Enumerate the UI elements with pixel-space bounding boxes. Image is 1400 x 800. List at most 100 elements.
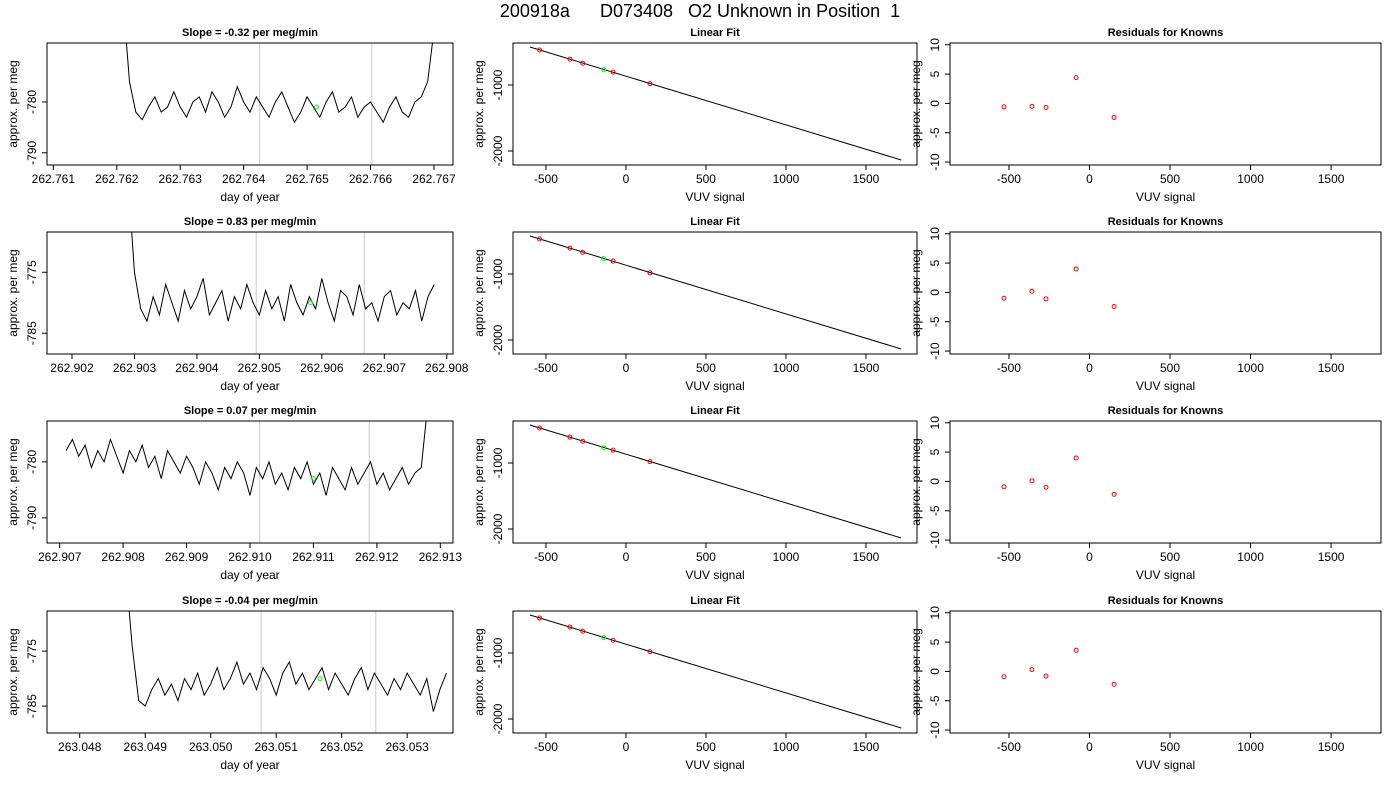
y-axis-label: approx. per meg [472,438,486,525]
panel: Slope = -0.04 per meg/min day of year appr… [6,595,454,772]
x-tick-label: 262.765 [285,172,329,186]
x-tick-label: 262.761 [32,172,76,186]
data-point [647,270,653,276]
panel: Slope = 0.83 per meg/min day of year appro… [6,216,469,393]
data-point [314,104,320,110]
panel-title: Residuals for Knowns [1108,405,1224,417]
x-tick-label: 1000 [773,172,800,186]
x-tick-label: 262.766 [349,172,393,186]
data-point [601,256,607,262]
x-tick-label: 262.763 [159,172,203,186]
x-tick-label: 500 [696,740,716,754]
data-line [529,424,902,539]
data-line [125,43,433,124]
x-tick-label: 262.907 [38,550,82,564]
panel-title: Residuals for Knowns [1108,27,1224,39]
y-axis-label: approx. per meg [909,628,923,715]
x-tick-label: 1500 [1318,172,1345,186]
x-tick-label: 262.903 [113,361,157,375]
x-tick-label: 1000 [1237,361,1264,375]
data-point [1029,288,1035,294]
data-point [1001,674,1007,680]
y-tick-label: -2000 [491,703,505,734]
data-point [1073,266,1079,272]
y-tick-label: 5 [928,448,942,455]
panel: Slope = -0.32 per meg/min day of year appr… [6,27,456,204]
data-point [580,438,586,444]
data-point [610,69,616,75]
x-tick-label: 1000 [1237,172,1264,186]
data-line [529,235,902,350]
x-tick-label: 1000 [773,740,800,754]
panel-title: Residuals for Knowns [1108,216,1224,228]
x-tick-label: 0 [1086,361,1093,375]
plot-box [512,610,918,734]
x-tick-label: 0 [1086,172,1093,186]
x-tick-label: 500 [1160,361,1180,375]
y-axis-label: approx. per meg [909,249,923,336]
x-axis-label: VUV signal [1136,568,1195,582]
data-line [529,46,902,161]
data-point [610,258,616,264]
y-tick-label: -10 [928,721,942,739]
data-point [1111,303,1117,309]
data-point [610,447,616,453]
x-axis-label: VUV signal [1136,190,1195,204]
plot-box [46,42,454,166]
x-tick-label: 0 [1086,550,1093,564]
panel-title: Linear Fit [690,216,740,228]
x-tick-label: 263.051 [254,740,298,754]
panel: Linear Fit VUV signal approx. per meg -500 0… [472,27,918,204]
y-tick-label: 0 [928,289,942,296]
x-tick-label: 500 [696,361,716,375]
y-tick-label: -785 [25,694,39,718]
data-point [1001,484,1007,490]
x-tick-label: 262.907 [363,361,407,375]
x-tick-label: 500 [1160,740,1180,754]
data-point [1001,295,1007,301]
data-line [131,232,435,323]
y-tick-label: 5 [928,638,942,645]
data-point [647,649,653,655]
plot-box [46,231,454,355]
x-tick-label: 262.908 [425,361,469,375]
plot-box [512,42,918,166]
data-point [580,249,586,255]
x-tick-label: -500 [997,172,1021,186]
plot-box [949,420,1382,544]
y-tick-label: 0 [928,478,942,485]
x-tick-label: 1000 [773,550,800,564]
data-point [537,47,543,53]
y-tick-label: 0 [928,668,942,675]
y-axis-label: approx. per meg [6,438,20,525]
y-tick-label: -2000 [491,135,505,166]
y-tick-label: -5 [928,505,942,516]
data-line [128,611,447,712]
x-tick-label: 0 [1086,740,1093,754]
x-tick-label: 1500 [1318,361,1345,375]
x-tick-label: 262.905 [238,361,282,375]
x-tick-label: 1500 [1318,740,1345,754]
y-tick-label: -790 [25,140,39,164]
x-tick-label: -500 [534,740,558,754]
y-tick-label: -10 [928,531,942,549]
data-point [1029,103,1035,109]
plot-box [46,420,454,544]
y-tick-label: -780 [25,450,39,474]
x-axis-label: day of year [220,758,279,772]
x-tick-label: -500 [534,550,558,564]
x-tick-label: 1000 [1237,550,1264,564]
plot-box [949,610,1382,734]
x-tick-label: 1000 [1237,740,1264,754]
x-tick-label: 262.764 [222,172,266,186]
y-tick-label: -785 [25,321,39,345]
y-tick-label: 5 [928,70,942,77]
data-point [580,60,586,66]
data-point [1029,667,1035,673]
panel: Linear Fit VUV signal approx. per meg -500 0… [472,595,918,772]
data-point [1029,478,1035,484]
x-axis-label: VUV signal [685,568,744,582]
x-tick-label: 262.910 [228,550,272,564]
x-tick-label: 500 [1160,550,1180,564]
